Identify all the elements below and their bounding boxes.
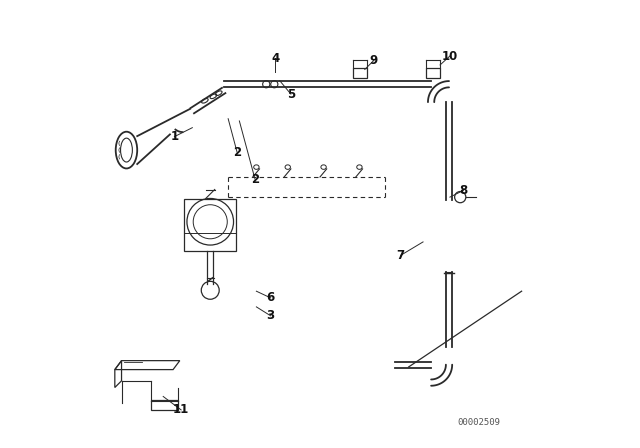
Text: 8: 8 [460, 184, 467, 197]
Bar [184, 199, 236, 251]
Text: 2: 2 [251, 172, 259, 186]
Text: 10: 10 [442, 49, 458, 63]
Text: 4: 4 [271, 52, 279, 65]
Text: 3: 3 [267, 309, 275, 323]
Text: 6: 6 [267, 291, 275, 305]
Text: 11: 11 [173, 403, 189, 417]
Text: 5: 5 [287, 87, 295, 101]
Text: 9: 9 [370, 54, 378, 67]
Bar [426, 68, 440, 78]
Text: 7: 7 [397, 249, 404, 262]
Text: 2: 2 [233, 146, 241, 159]
Text: 1: 1 [170, 130, 179, 143]
Text: 00002509: 00002509 [458, 418, 500, 426]
Bar [150, 400, 177, 410]
Bar [353, 68, 367, 78]
